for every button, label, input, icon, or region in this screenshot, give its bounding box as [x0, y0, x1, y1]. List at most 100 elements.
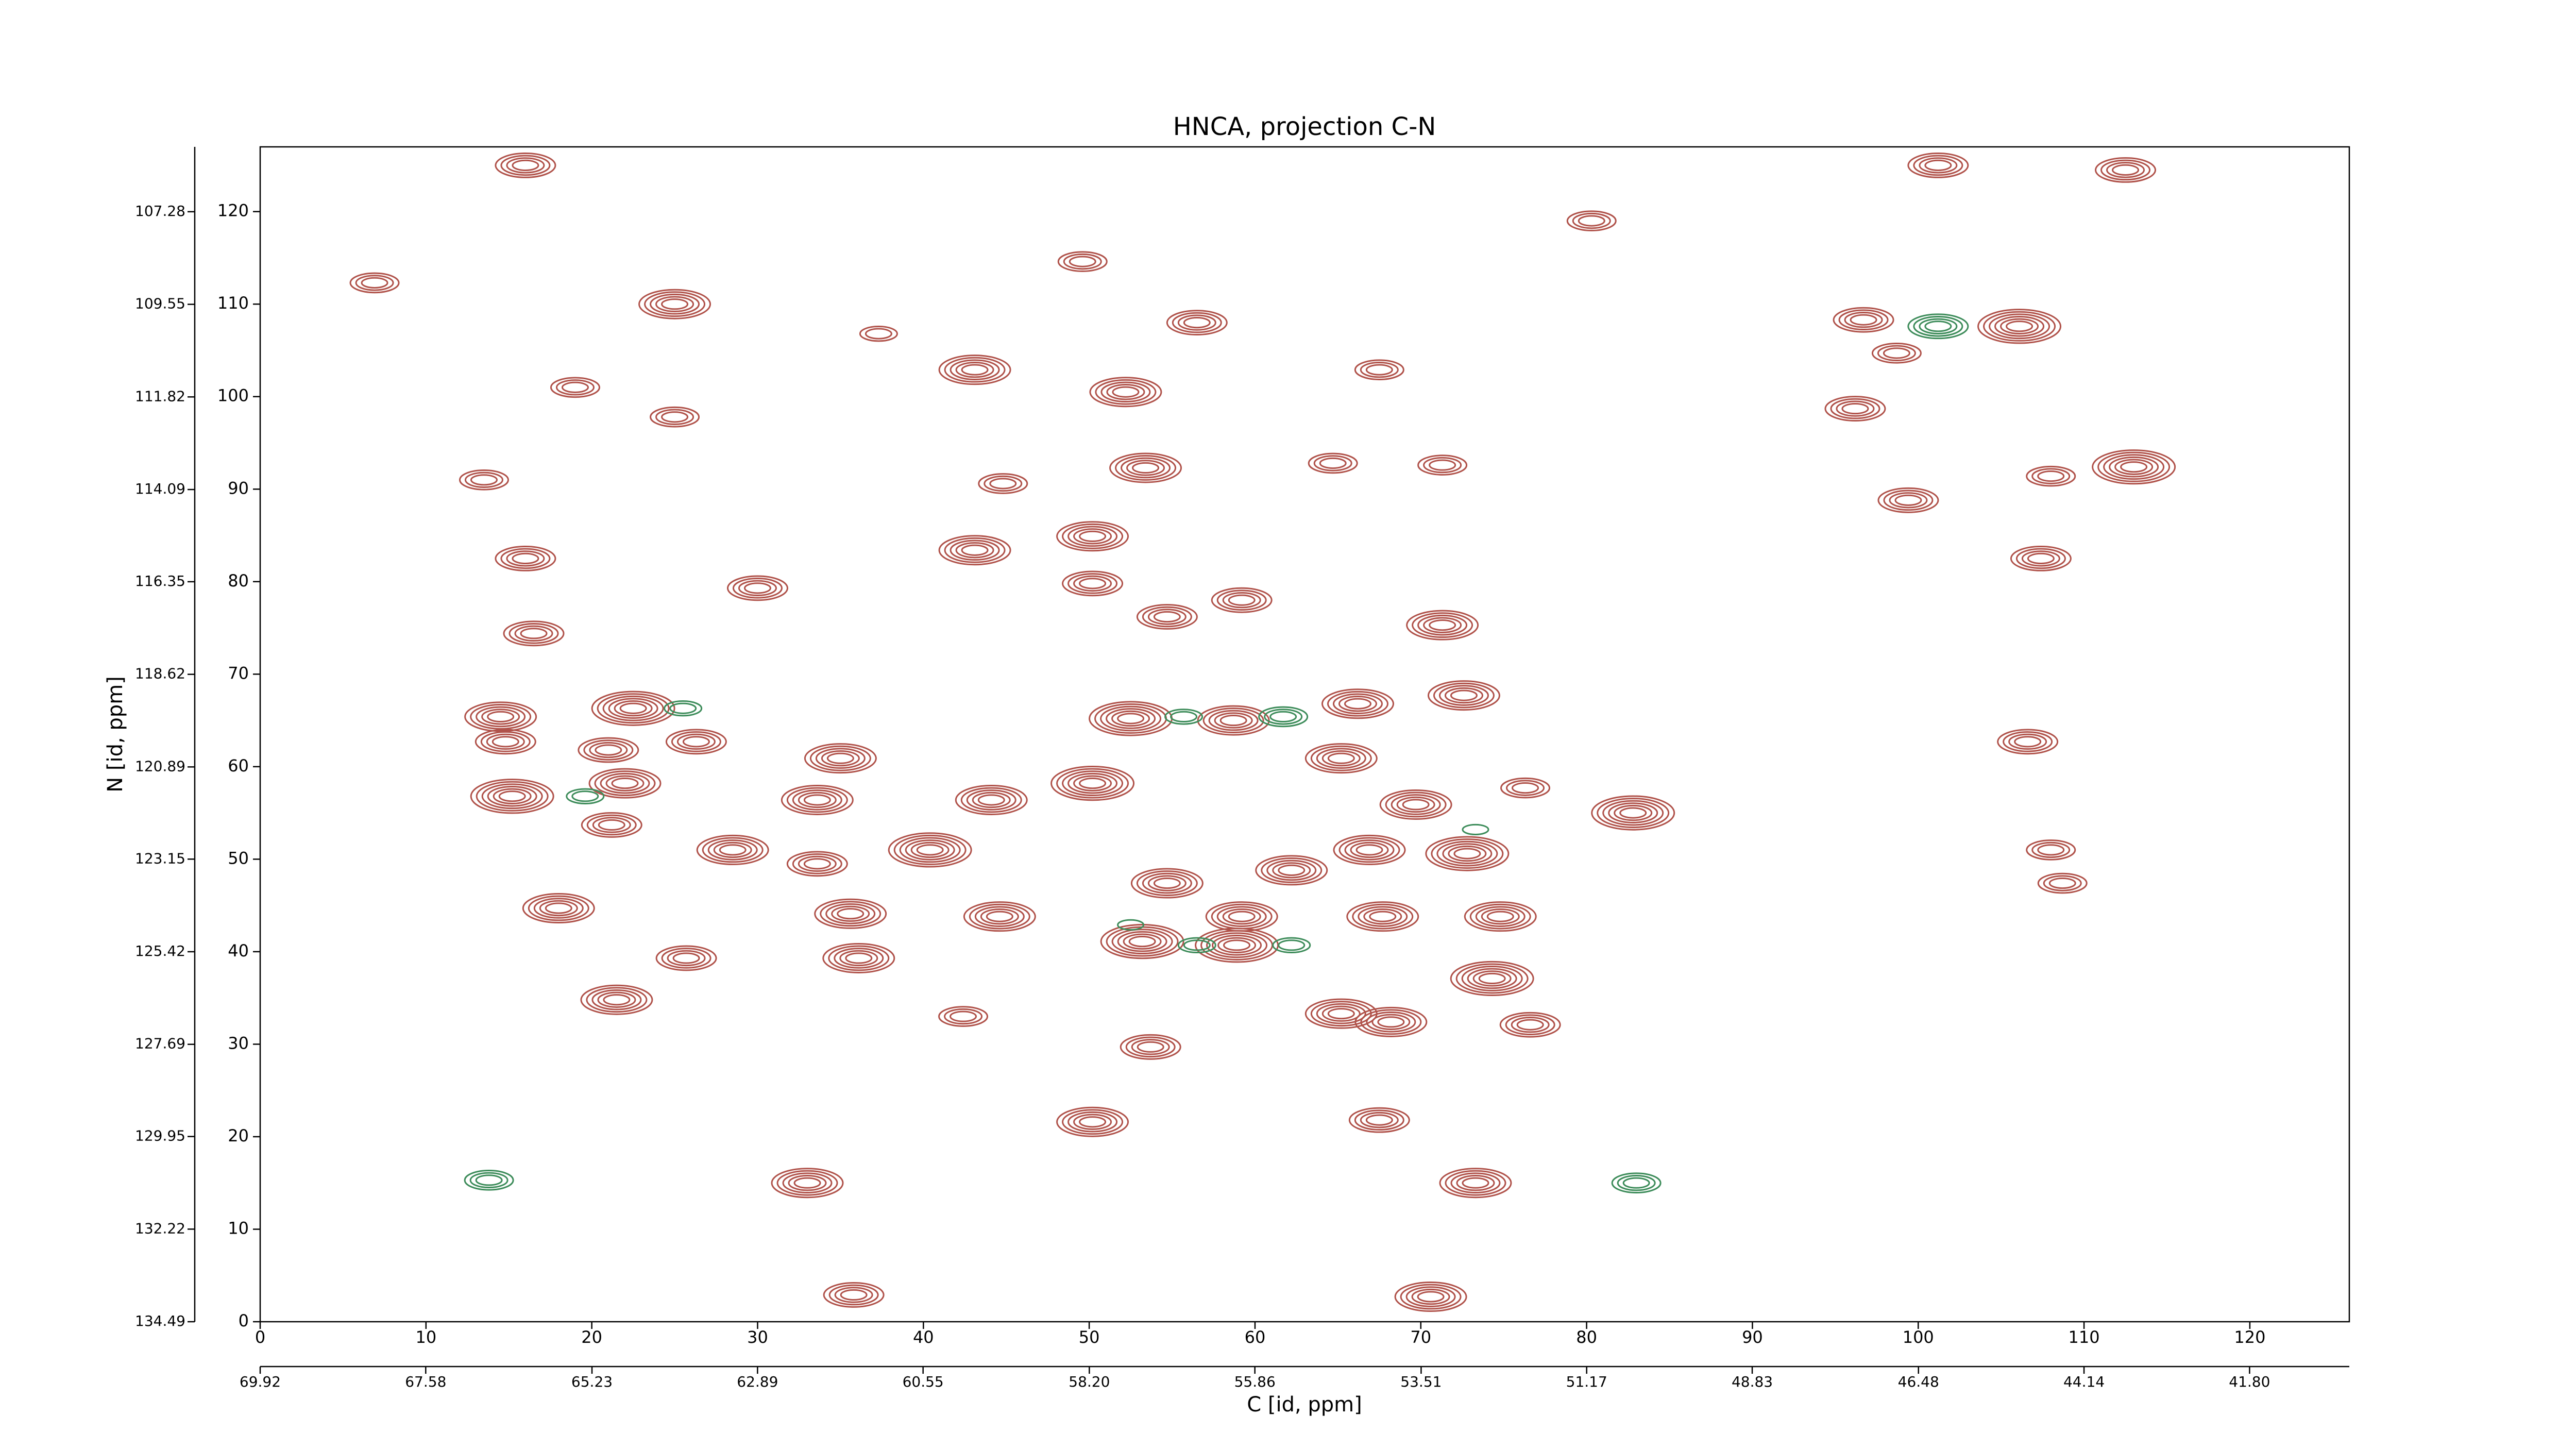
- x-tick-label: 10: [415, 1327, 436, 1347]
- peak: [1308, 452, 1358, 474]
- contour-ring: [966, 789, 1016, 811]
- contour-ring: [650, 293, 700, 315]
- contour-ring: [470, 474, 498, 486]
- contour-ring: [2120, 461, 2148, 473]
- contour-ring: [1396, 796, 1435, 813]
- contour-ring: [676, 733, 716, 750]
- contour-ring: [738, 580, 777, 597]
- y-tick-label: 60: [228, 756, 249, 776]
- contour-ring: [669, 702, 697, 714]
- contour-ring: [655, 409, 694, 425]
- contour-ring: [831, 905, 870, 922]
- peak: [1997, 729, 2059, 755]
- contour-ring: [1429, 459, 1456, 471]
- peak: [804, 743, 877, 774]
- contour-ring: [503, 620, 565, 647]
- contour-ring: [944, 537, 1006, 563]
- peak: [1346, 901, 1419, 932]
- contour-ring: [1455, 963, 1529, 994]
- peak: [963, 901, 1036, 932]
- contour-ring: [2015, 548, 2066, 569]
- contour-ring: [614, 700, 653, 717]
- contour-ring: [1125, 1036, 1176, 1058]
- contour-ring: [1877, 345, 1916, 362]
- y-tick-label: 120: [217, 201, 249, 221]
- contour-ring: [1100, 381, 1151, 403]
- contour-ring: [1067, 573, 1118, 594]
- peak: [1120, 1034, 1181, 1060]
- contour-ring: [1394, 1282, 1467, 1312]
- y-axis-label: N [id, ppm]: [104, 676, 127, 793]
- contour-ring: [1208, 710, 1259, 731]
- x-tick-label: 80: [1576, 1327, 1597, 1347]
- contour-ring: [1327, 690, 1388, 717]
- contour-ring: [1836, 400, 1875, 417]
- contour-ring: [839, 950, 878, 967]
- contour-ring: [1172, 312, 1222, 333]
- peak: [1130, 868, 1204, 899]
- contour-ring: [1478, 972, 1506, 985]
- contour-ring: [361, 277, 388, 289]
- contour-ring: [1056, 521, 1129, 552]
- contour-ring: [1261, 857, 1323, 883]
- contour-ring: [1350, 841, 1389, 858]
- contour-ring: [950, 359, 1000, 380]
- contour-ring: [1319, 457, 1347, 469]
- contour-ring: [888, 832, 972, 868]
- contour-ring: [803, 858, 831, 870]
- peak: [1109, 452, 1182, 483]
- contour-ring: [661, 298, 689, 310]
- peak: [955, 784, 1028, 815]
- contour-ring: [1850, 314, 1877, 326]
- peak: [1050, 766, 1135, 801]
- contour-ring: [495, 545, 556, 571]
- contour-ring: [1067, 772, 1118, 794]
- peak: [1056, 1106, 1129, 1137]
- contour-ring: [1448, 845, 1487, 862]
- contour-ring: [661, 948, 711, 969]
- y-tick-label: 20: [228, 1126, 249, 1145]
- contour-ring: [1475, 906, 1526, 927]
- y2-tick-label: 118.62: [135, 665, 185, 682]
- contour-ring: [1228, 594, 1256, 606]
- peak: [1425, 836, 1510, 871]
- contour-ring: [1266, 860, 1317, 881]
- contour-ring: [955, 542, 994, 559]
- peak: [1833, 307, 1894, 333]
- contour-ring: [1214, 712, 1253, 729]
- contour-ring: [589, 742, 628, 759]
- y2-tick-label: 116.35: [135, 572, 185, 589]
- contour-ring: [1079, 778, 1107, 789]
- y2-tick-label: 129.95: [135, 1127, 185, 1144]
- contour-ring: [509, 623, 559, 644]
- contour-ring: [1269, 711, 1297, 722]
- contour-ring: [1131, 1039, 1170, 1055]
- contour-ring: [1358, 906, 1408, 927]
- contour-ring: [1153, 877, 1181, 889]
- y2-tick-label: 114.09: [135, 480, 185, 497]
- x2-tick-label: 44.14: [2063, 1373, 2105, 1390]
- peak: [495, 153, 556, 178]
- peak: [581, 812, 642, 838]
- contour-ring: [961, 544, 989, 556]
- y-tick-label: 10: [228, 1218, 249, 1238]
- contour-ring: [786, 851, 848, 877]
- peak: [664, 700, 703, 717]
- contour-ring: [650, 406, 700, 428]
- contour-ring: [520, 628, 548, 639]
- contour-ring: [1617, 1175, 1656, 1191]
- contour-ring: [1450, 1172, 1501, 1194]
- contour-ring: [960, 787, 1022, 813]
- contour-ring: [512, 159, 539, 172]
- contour-ring: [566, 788, 605, 804]
- contour-ring: [910, 841, 950, 858]
- contour-ring: [580, 984, 653, 1015]
- contour-ring: [916, 844, 944, 856]
- contour-ring: [1217, 937, 1257, 954]
- peak: [1394, 1282, 1467, 1312]
- contour-ring: [2037, 470, 2065, 482]
- contour-ring: [605, 775, 645, 791]
- contour-ring: [349, 272, 400, 294]
- contour-ring: [792, 853, 842, 874]
- peak: [1348, 1107, 1410, 1133]
